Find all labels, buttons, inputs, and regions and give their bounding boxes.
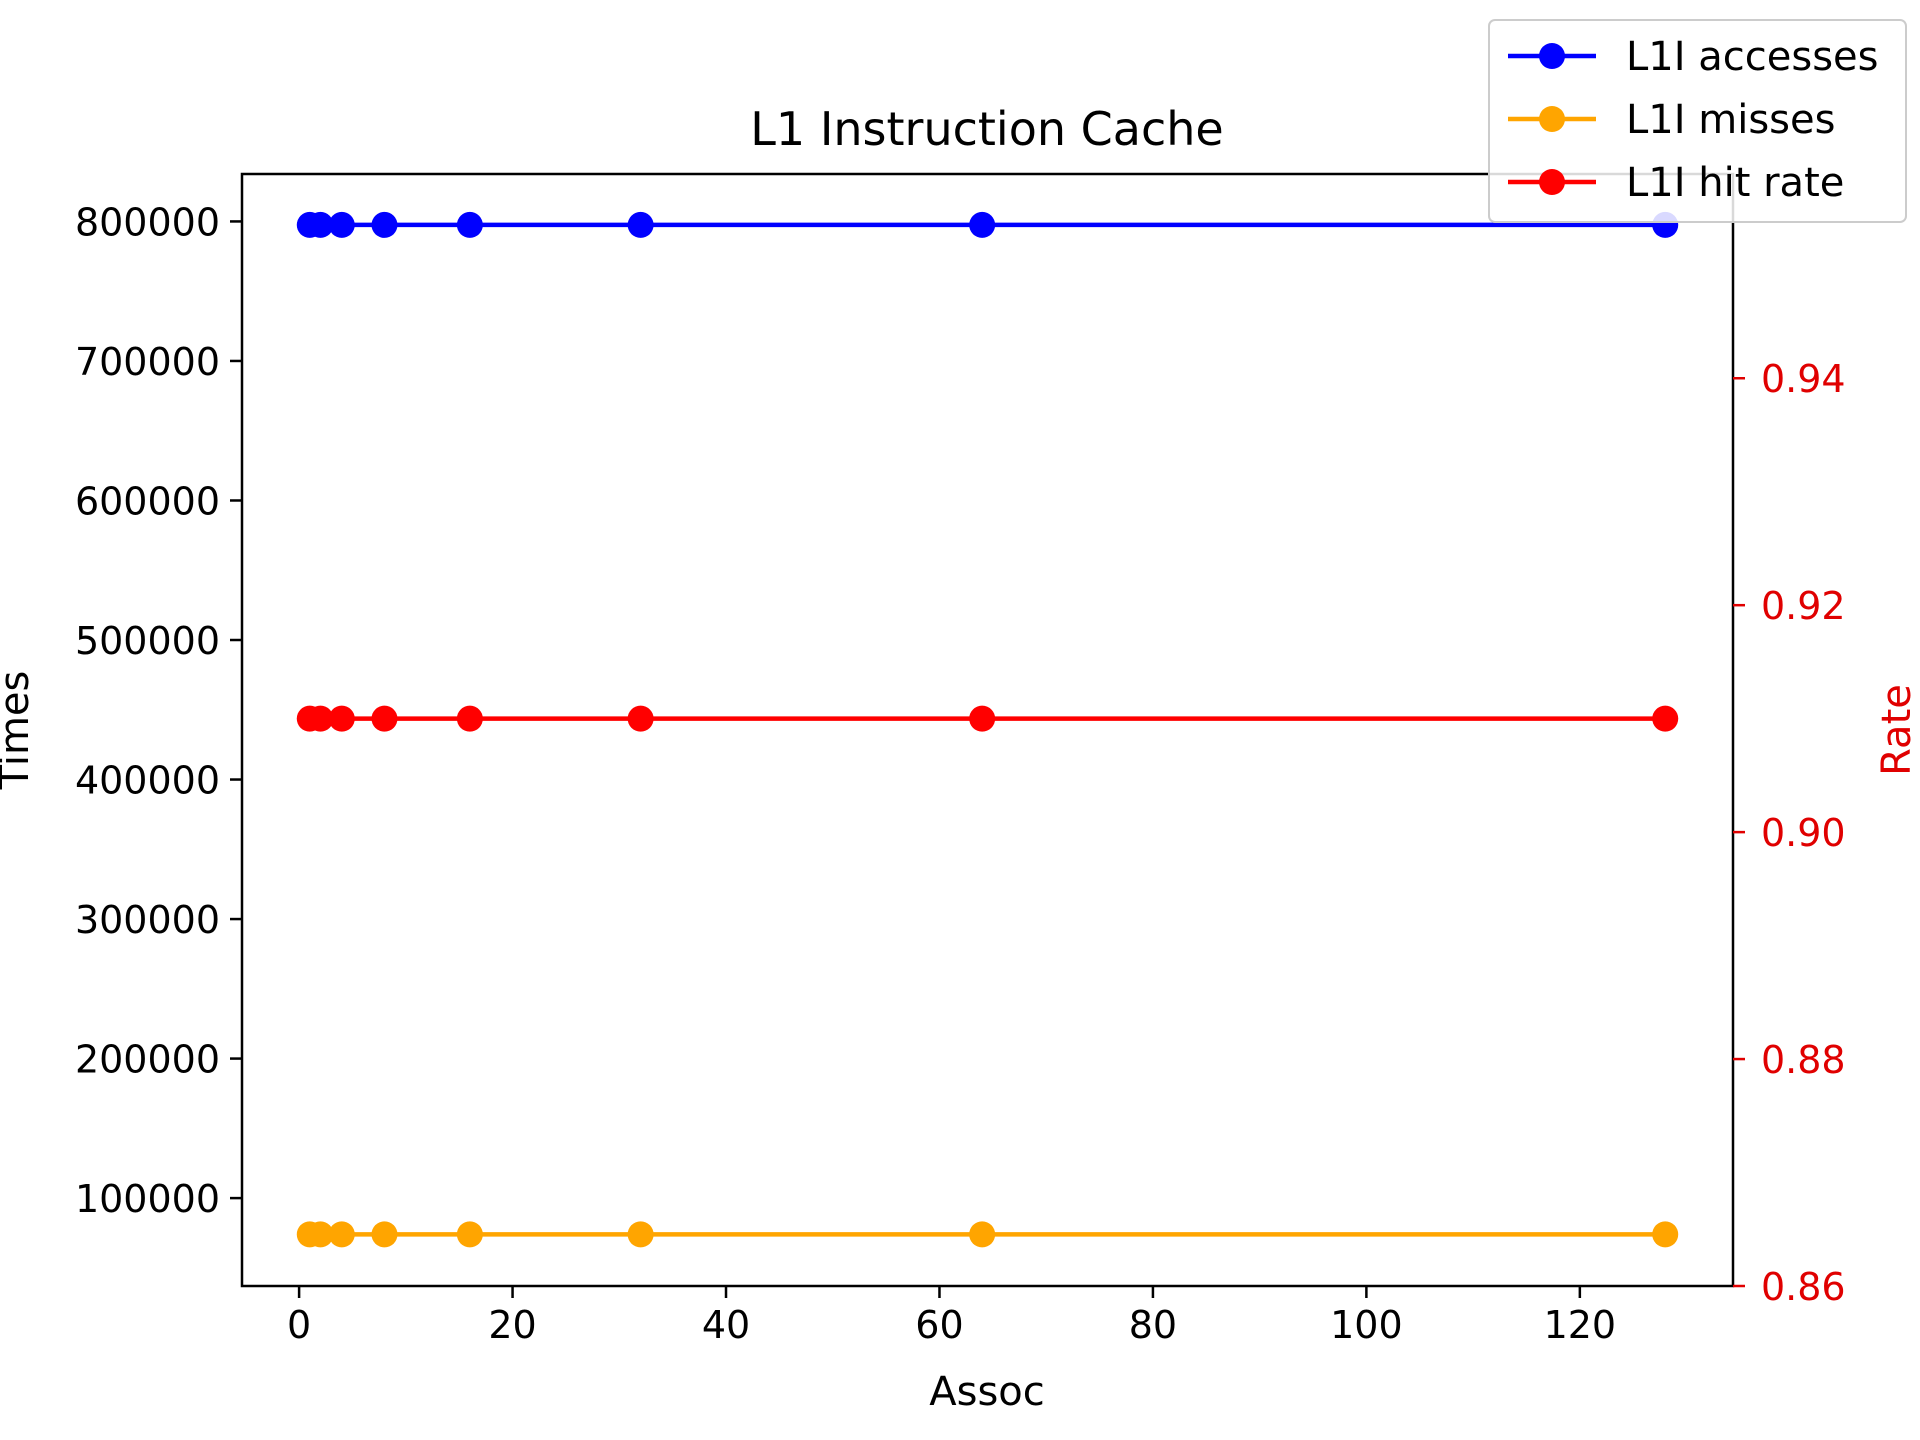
series-2-point: [371, 1221, 398, 1248]
left-y-axis-label: Times: [0, 671, 38, 791]
left-y-tick-label: 400000: [75, 759, 220, 803]
series-1-point: [328, 211, 355, 238]
series-3-point: [307, 705, 334, 732]
x-tick-label: 120: [1544, 1303, 1617, 1347]
series-3-point: [627, 705, 654, 732]
legend-items: L1I accesses L1I misses L1I hit rate: [1508, 34, 1878, 206]
right-y-tick-label: 0.94: [1761, 357, 1846, 401]
legend-box: [1488, 19, 1907, 223]
right-y-tick-label: 0.86: [1761, 1265, 1846, 1309]
legend-label: L1I accesses: [1626, 34, 1878, 80]
x-tick-label: 20: [488, 1303, 536, 1347]
legend-marker: [1539, 43, 1565, 69]
left-y-axis-ticks: 100000 200000 300000 400000 500000 600000 7000…: [75, 200, 242, 1221]
left-y-tick-label: 600000: [75, 479, 220, 523]
series-3-point: [456, 705, 483, 732]
series-2-point: [307, 1221, 334, 1248]
legend-label: L1I hit rate: [1626, 160, 1844, 206]
series-2-point: [969, 1221, 996, 1248]
left-y-tick-label: 500000: [75, 619, 220, 663]
left-y-tick-label: 200000: [75, 1038, 220, 1082]
left-y-tick-label: 800000: [75, 200, 220, 244]
left-y-tick-label: 100000: [75, 1177, 220, 1221]
series-1-point: [371, 211, 398, 238]
series-1-point: [456, 211, 483, 238]
series-2-point: [627, 1221, 654, 1248]
x-tick-label: 100: [1330, 1303, 1403, 1347]
left-y-tick-label: 300000: [75, 898, 220, 942]
series-3-point: [1652, 705, 1679, 732]
right-y-axis-label: Rate: [1874, 684, 1920, 776]
series-1-point: [307, 211, 334, 238]
x-axis-ticks: 0 20 40 60 80 100 120: [287, 1286, 1616, 1347]
series-2-point: [1652, 1221, 1679, 1248]
right-y-tick-label: 0.92: [1761, 584, 1846, 628]
legend-label: L1I misses: [1626, 97, 1835, 143]
series-layer: [296, 211, 1679, 1248]
right-y-tick-label: 0.88: [1761, 1038, 1846, 1082]
x-axis-label: Assoc: [929, 1369, 1045, 1415]
left-y-tick-label: 700000: [75, 340, 220, 384]
series-2-point: [456, 1221, 483, 1248]
right-y-tick-label: 0.90: [1761, 811, 1846, 855]
series-2-point: [328, 1221, 355, 1248]
series-3-point: [328, 705, 355, 732]
legend-marker: [1539, 169, 1565, 195]
series-1-point: [627, 211, 654, 238]
x-tick-label: 60: [915, 1303, 963, 1347]
chart-title: L1 Instruction Cache: [750, 102, 1223, 156]
x-tick-label: 80: [1129, 1303, 1177, 1347]
plot-frame: [240, 172, 1735, 1288]
legend-marker: [1539, 106, 1565, 132]
series-1-point: [969, 211, 996, 238]
right-y-axis-ticks: 0.86 0.88 0.90 0.92 0.94: [1733, 357, 1846, 1309]
series-3-point: [371, 705, 398, 732]
series-3-point: [969, 705, 996, 732]
x-tick-label: 40: [702, 1303, 750, 1347]
legend: L1I accesses L1I misses L1I hit rate: [1488, 19, 1907, 223]
x-tick-label: 0: [287, 1303, 311, 1347]
